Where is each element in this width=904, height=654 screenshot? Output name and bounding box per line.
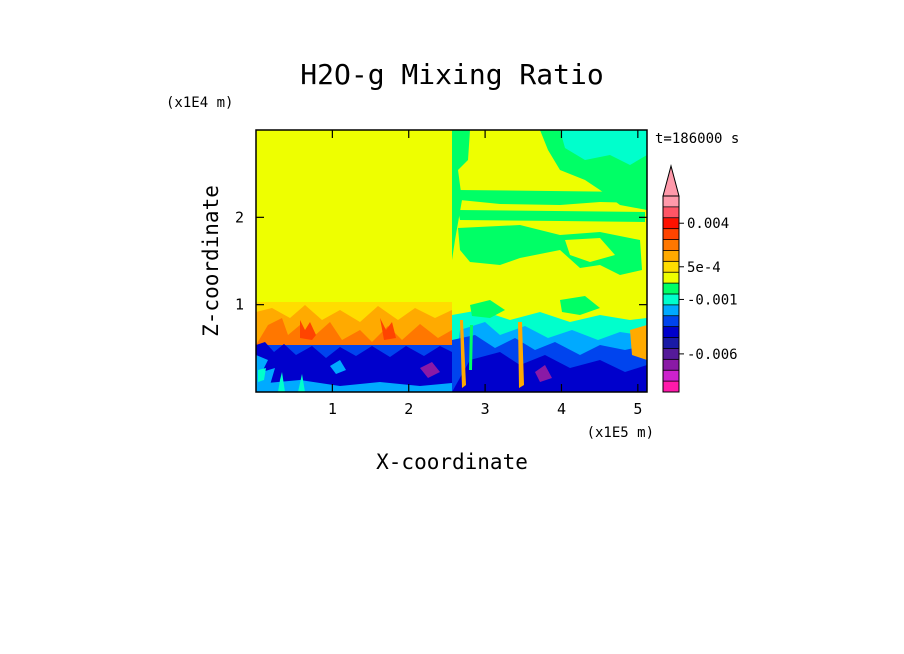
x-axis-label: X-coordinate [376, 450, 528, 474]
colorbar-swatch [663, 315, 679, 328]
y-scale-label: (x1E4 m) [166, 95, 233, 111]
colorbar-swatch [663, 228, 679, 240]
colorbar-swatch [663, 250, 679, 262]
colorbar-overflow-arrow [662, 164, 680, 197]
colorbar-swatch [663, 381, 679, 393]
colorbar-swatch [663, 217, 679, 230]
left-lower-structures [256, 342, 452, 392]
x-scale-label: (x1E5 m) [587, 425, 654, 441]
right-upper-structures [452, 130, 647, 310]
colorbar-swatch [663, 261, 679, 273]
x-tick-label: 2 [404, 400, 413, 418]
colorbar-label: -0.006 [687, 347, 738, 363]
x-tick-label: 3 [481, 400, 490, 418]
colorbar-swatch [663, 283, 679, 295]
colorbar-frame [662, 195, 680, 393]
time-label: t=186000 s [655, 131, 739, 147]
colorbar-swatch [663, 370, 679, 382]
x-axis: 1 2 3 4 5 [328, 130, 642, 418]
y-axis: 12 [235, 208, 647, 314]
colorbar-swatch [663, 272, 679, 284]
cloud-transition-layer [256, 302, 452, 345]
colorbar-swatch [663, 337, 679, 349]
x-tick-label: 5 [633, 400, 642, 418]
colorbar-swatch [663, 326, 679, 338]
right-lower-structures [452, 296, 647, 392]
chart-title: H2O-g Mixing Ratio [300, 58, 603, 91]
colorbar: 0.004 5e-4 -0.001 -0.006 [662, 164, 738, 393]
colorbar-swatch [663, 294, 679, 306]
colorbar-label: 0.004 [687, 216, 729, 232]
colorbar-swatch [663, 196, 679, 208]
x-tick-label: 1 [328, 400, 337, 418]
colorbar-label: -0.001 [687, 292, 738, 308]
x-tick-label: 4 [557, 400, 566, 418]
colorbar-swatch [663, 359, 679, 371]
y-tick-label: 2 [235, 208, 244, 226]
colorbar-swatch [663, 348, 679, 360]
y-tick-label: 1 [235, 296, 244, 314]
contour-field [256, 130, 647, 392]
y-axis-label: Z-coordinate [199, 185, 223, 337]
colorbar-label: 5e-4 [687, 260, 721, 276]
colorbar-swatch [663, 206, 679, 219]
plot-frame [255, 129, 648, 393]
colorbar-swatch [663, 239, 679, 251]
colorbar-swatch [663, 304, 679, 317]
